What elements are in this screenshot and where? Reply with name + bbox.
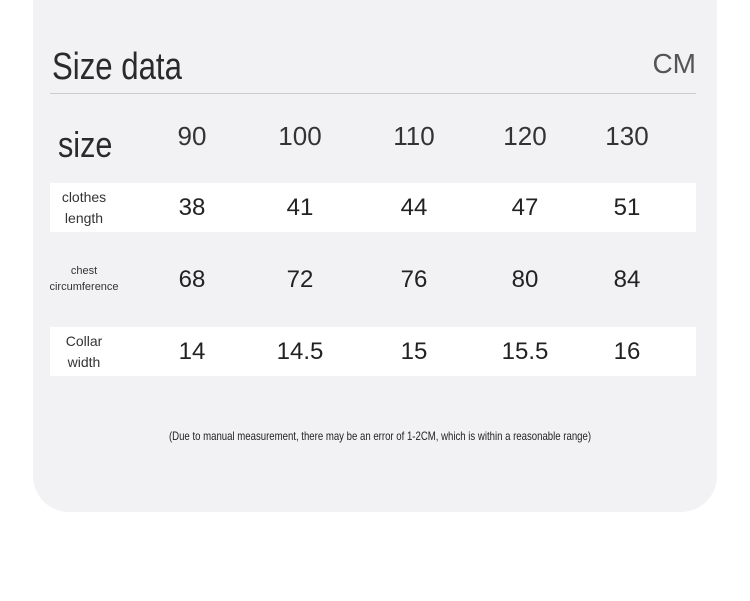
row-label: clothes length <box>61 189 107 226</box>
divider <box>50 93 696 94</box>
row-label: Collar width <box>65 333 103 370</box>
column-header: 90 <box>177 121 207 151</box>
corner-label: size <box>58 124 113 165</box>
cell: 68 <box>178 266 206 293</box>
column-header: 110 <box>393 121 435 151</box>
cell: 41 <box>286 194 314 221</box>
note: (Due to manual measurement, there may be… <box>168 429 592 443</box>
column-header: 120 <box>503 121 547 151</box>
cell: 84 <box>613 266 641 293</box>
cell: 15.5 <box>501 338 549 365</box>
column-header: 130 <box>605 121 649 151</box>
title: Size data <box>52 46 182 88</box>
cell: 16 <box>613 338 641 365</box>
row-band <box>50 183 696 232</box>
row-band <box>50 327 696 376</box>
unit: CM <box>652 48 696 79</box>
cell: 15 <box>400 338 428 365</box>
column-header: 100 <box>278 121 322 151</box>
cell: 80 <box>511 266 539 293</box>
cell: 44 <box>400 194 428 221</box>
cell: 76 <box>400 266 428 293</box>
card <box>33 0 717 512</box>
cell: 51 <box>613 194 641 221</box>
cell: 38 <box>178 194 206 221</box>
cell: 14.5 <box>276 338 324 365</box>
cell: 14 <box>178 338 206 365</box>
cell: 47 <box>511 194 539 221</box>
cell: 72 <box>286 266 314 293</box>
row-label: chest circumference <box>49 264 119 293</box>
